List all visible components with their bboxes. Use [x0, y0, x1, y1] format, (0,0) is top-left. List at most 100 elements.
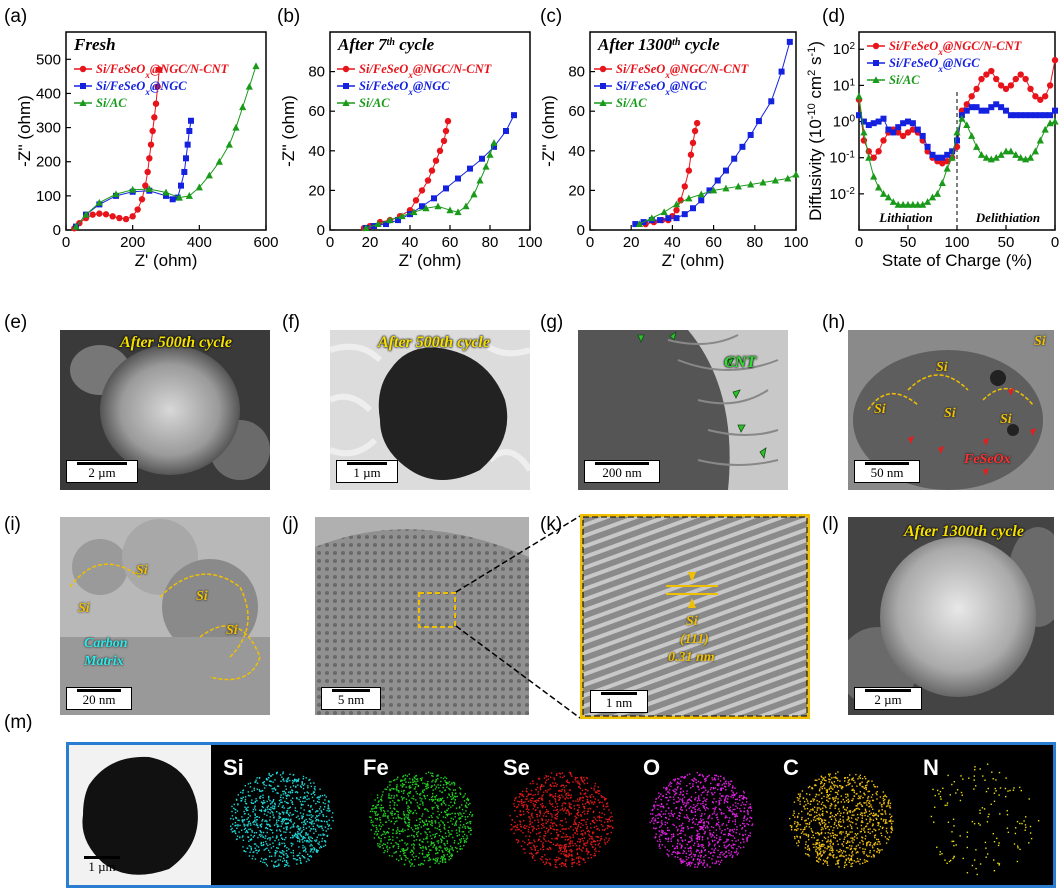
- data-point: [1027, 85, 1034, 93]
- data-point: [973, 85, 980, 93]
- data-point: [691, 127, 699, 135]
- micrograph-i-carbon-label: Carbon Matrix: [84, 636, 128, 669]
- lithiation-label: Lithiation: [878, 210, 932, 225]
- y-tick-label: 20: [568, 182, 585, 199]
- data-point: [1036, 136, 1044, 144]
- data-point: [657, 217, 664, 224]
- panel-letter-e: (e): [4, 312, 28, 333]
- eds-tem-image: 1 µm: [69, 745, 211, 885]
- series-3: [72, 62, 260, 230]
- plot-title: After 1300th cycle: [597, 35, 720, 54]
- data-point: [894, 200, 902, 208]
- series-line: [75, 120, 192, 227]
- data-point: [687, 151, 695, 158]
- micrograph-i-si-label: Si: [136, 563, 148, 578]
- y-tick-label: 40: [568, 143, 585, 160]
- y-axis-title: Diffusivity (10-10 cm2 s-1): [806, 41, 825, 221]
- data-point: [988, 104, 995, 111]
- data-point: [1002, 147, 1010, 155]
- legend-label: Si/AC: [616, 96, 647, 110]
- legend-marker: [342, 99, 350, 106]
- data-point: [978, 75, 985, 83]
- panel-letter-g: (g): [540, 312, 564, 333]
- legend-marker: [79, 65, 87, 73]
- micrograph-i-art: [60, 517, 270, 715]
- chart-c: 0 20 40 60 80 100 0 20 40 60 80 Z' (ohm) -Z'' (ohm) A…: [539, 0, 810, 310]
- micrograph-l-art: [848, 517, 1054, 715]
- data-point: [953, 128, 961, 136]
- data-point: [147, 141, 155, 148]
- series-3: [855, 92, 1059, 208]
- data-point: [181, 168, 188, 175]
- data-point: [759, 178, 767, 186]
- data-point: [215, 157, 223, 165]
- data-point: [875, 183, 883, 191]
- data-point: [386, 216, 394, 224]
- data-point: [934, 154, 941, 161]
- data-point: [395, 217, 401, 224]
- x-tick-label: 20: [623, 234, 640, 251]
- data-point: [983, 71, 990, 78]
- plot-title: Fresh: [73, 35, 116, 54]
- data-point: [973, 104, 980, 111]
- data-point: [1026, 153, 1035, 161]
- scalebar-i-label: 20 nm: [82, 692, 116, 707]
- data-point: [398, 212, 406, 220]
- y-tick-label: 0: [577, 222, 585, 239]
- data-point: [909, 200, 917, 208]
- y-tick-label: 100: [833, 113, 856, 130]
- data-point: [895, 129, 902, 136]
- data-point: [443, 185, 449, 192]
- data-point: [786, 38, 793, 45]
- x-tick-label: 80: [482, 234, 499, 251]
- x-axis-title: Z' (ohm): [662, 251, 725, 270]
- panel-letter-c: (c): [540, 6, 563, 27]
- panel-letter-i: (i): [4, 514, 21, 535]
- micrograph-g: CNT 200 nm: [578, 330, 788, 490]
- data-point: [870, 154, 877, 161]
- data-point: [714, 177, 721, 184]
- data-point: [993, 75, 1000, 83]
- data-point: [885, 126, 892, 133]
- data-point: [997, 82, 1005, 89]
- x-tick-label: 400: [187, 234, 212, 251]
- x-tick-label: 0: [62, 234, 70, 251]
- eds-map-fe: [369, 771, 474, 868]
- data-point: [129, 213, 136, 220]
- scalebar-k-label: 1 nm: [605, 695, 633, 710]
- data-point: [963, 121, 971, 129]
- data-point: [747, 131, 754, 138]
- data-point: [129, 185, 137, 193]
- data-point: [146, 155, 153, 162]
- data-point: [948, 153, 956, 161]
- data-point: [1051, 56, 1059, 64]
- legend-marker: [873, 60, 879, 66]
- data-point: [239, 103, 247, 111]
- data-point: [145, 185, 153, 193]
- data-point: [875, 118, 882, 125]
- data-point: [1051, 117, 1059, 125]
- micrograph-i: Si Si Si Si Carbon Matrix 20 nm: [60, 517, 270, 715]
- data-point: [205, 171, 213, 179]
- panel-letter-d: (d): [822, 6, 846, 27]
- data-point: [1041, 125, 1049, 133]
- x-tick-label: 20: [362, 234, 379, 251]
- data-point: [446, 206, 454, 214]
- data-point: [914, 126, 921, 133]
- eds-label-si: Si: [223, 755, 244, 780]
- data-point: [889, 198, 897, 205]
- chart-b-svg: 0 20 40 60 80 100 0 20 40 60 80 Z' (ohm) -Z'' (ohm) A…: [279, 31, 543, 270]
- data-point: [188, 117, 194, 124]
- chart-a-svg: 0 200 400 600 0 100 200 300 400 500 Z' (ohm) -Z'' (…: [15, 31, 279, 270]
- data-point: [685, 194, 693, 202]
- micrograph-l: After 1300th cycle 2 µm: [848, 517, 1054, 715]
- data-point: [914, 200, 922, 208]
- data-point: [968, 93, 975, 100]
- chart-a: 0 200 400 600 0 100 200 300 400 500 Z' (ohm) -Z'' (…: [0, 0, 280, 310]
- data-point: [149, 127, 156, 135]
- data-point: [144, 168, 151, 176]
- y-tick-label: 300: [36, 120, 61, 137]
- data-point: [944, 151, 951, 158]
- micrograph-k-art: [582, 516, 808, 717]
- data-point: [154, 83, 161, 90]
